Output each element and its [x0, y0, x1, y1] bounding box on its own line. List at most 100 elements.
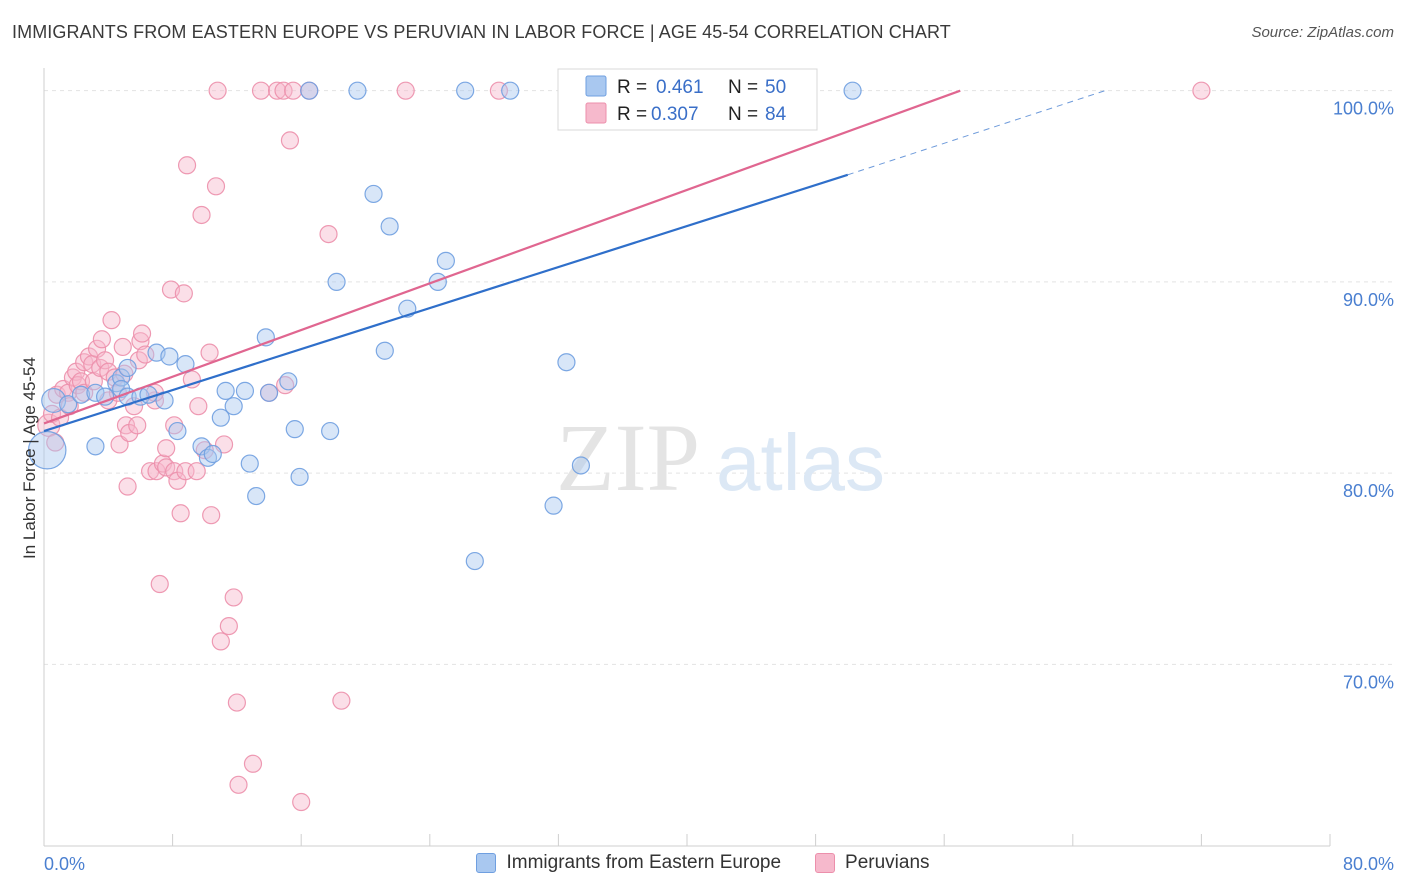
legend-n-label-pink: N = — [728, 104, 758, 125]
data-point-eastern-europe — [118, 358, 137, 378]
data-point-eastern-europe — [348, 81, 367, 100]
data-point-eastern-europe — [456, 81, 475, 100]
data-point-eastern-europe — [364, 184, 383, 204]
data-point-eastern-europe — [380, 217, 399, 236]
bottom-legend-swatch-pink — [815, 853, 836, 873]
watermark-atlas: atlas — [716, 418, 885, 507]
data-point-peruvians — [224, 588, 243, 607]
data-point-peruvians — [187, 462, 206, 481]
data-point-eastern-europe — [375, 341, 394, 360]
data-point-eastern-europe — [216, 381, 235, 400]
data-point-peruvians — [332, 691, 351, 710]
trend-lines — [43, 89, 1106, 433]
data-point-eastern-europe — [428, 272, 447, 292]
bottom-legend-item-eastern-europe: Immigrants from Eastern Europe — [476, 852, 781, 874]
data-point-peruvians — [71, 372, 91, 391]
data-point-eastern-europe — [203, 444, 222, 464]
data-point-peruvians — [136, 345, 155, 364]
data-point-peruvians — [92, 330, 111, 349]
data-point-peruvians — [118, 477, 137, 496]
data-point-eastern-europe — [235, 381, 255, 400]
data-point-peruvians — [396, 81, 415, 100]
bottom-legend: Immigrants from Eastern Europe Peruvians — [0, 848, 1406, 878]
y-tick-label: 70.0% — [1343, 672, 1394, 692]
data-point-peruvians — [102, 311, 121, 330]
data-point-eastern-europe — [321, 421, 340, 441]
data-point-eastern-europe — [501, 81, 520, 100]
trend-line-eastern-europe-extension — [847, 90, 1106, 176]
data-point-peruvians — [280, 131, 300, 150]
chart-title: IMMIGRANTS FROM EASTERN EUROPE VS PERUVI… — [12, 22, 951, 42]
legend-n-value-pink: 84 — [765, 104, 787, 125]
data-point-eastern-europe — [436, 251, 455, 270]
trend-line-eastern-europe — [43, 173, 849, 433]
data-point-eastern-europe — [59, 395, 78, 414]
data-point-peruvians — [243, 754, 263, 773]
axes — [43, 68, 1331, 847]
data-point-eastern-europe — [279, 372, 298, 391]
data-point-peruvians — [189, 397, 208, 416]
y-tick-label: 80.0% — [1343, 481, 1394, 501]
data-point-peruvians — [292, 792, 311, 812]
legend: R = 0.461 N = 50 R = 0.307 N = 84 — [557, 68, 818, 131]
y-tick-label: 100.0% — [1333, 99, 1394, 119]
data-point-peruvians — [219, 616, 238, 636]
data-point-peruvians — [171, 504, 190, 523]
legend-r-value-pink: 0.307 — [651, 104, 699, 125]
data-point-eastern-europe — [86, 383, 105, 402]
series-peruvians — [37, 81, 1211, 812]
source-label: Source: ZipAtlas.com — [1251, 24, 1394, 41]
bottom-legend-item-peruvians: Peruvians — [815, 852, 930, 874]
data-point-eastern-europe — [571, 456, 591, 475]
trend-line-peruvians — [43, 89, 961, 425]
data-point-eastern-europe — [107, 374, 126, 393]
data-point-eastern-europe — [247, 486, 266, 506]
x-tick-label: 0.0% — [44, 854, 85, 874]
data-point-peruvians — [192, 205, 211, 225]
y-axis-label: In Labor Force | Age 45-54 — [20, 357, 39, 559]
data-point-peruvians — [267, 81, 287, 100]
y-tick-label: 90.0% — [1343, 290, 1394, 310]
data-point-eastern-europe — [259, 383, 279, 402]
data-point-peruvians — [211, 632, 230, 651]
x-tick-labels: 0.0% 80.0% — [44, 854, 1394, 874]
bottom-legend-label: Immigrants from Eastern Europe — [506, 852, 782, 873]
legend-swatch-pink — [585, 102, 607, 124]
data-point-eastern-europe — [465, 551, 484, 571]
data-point-peruvians — [113, 337, 132, 357]
data-point-eastern-europe — [290, 467, 309, 487]
data-point-peruvians — [165, 416, 184, 435]
data-point-peruvians — [150, 574, 169, 594]
data-point-peruvians — [319, 224, 338, 244]
data-point-peruvians — [174, 284, 193, 303]
gridlines — [44, 90, 1395, 665]
data-point-eastern-europe — [240, 454, 259, 473]
data-point-peruvians — [131, 332, 150, 351]
legend-n-label-blue: N = — [728, 77, 758, 98]
data-point-peruvians — [177, 156, 197, 175]
data-point-eastern-europe — [544, 496, 563, 515]
data-point-peruvians — [229, 775, 248, 794]
data-point-eastern-europe — [300, 81, 319, 100]
data-point-eastern-europe — [160, 347, 179, 366]
data-point-peruvians — [157, 439, 176, 458]
data-point-eastern-europe — [95, 387, 115, 406]
data-point-peruvians — [208, 81, 227, 100]
data-point-peruvians — [274, 81, 293, 100]
legend-r-label-pink: R = — [617, 104, 647, 125]
series-eastern-europe — [27, 81, 862, 571]
bottom-legend-swatch-blue — [476, 853, 497, 873]
data-point-peruvians — [95, 351, 115, 370]
data-point-peruvians — [206, 177, 226, 196]
data-point-eastern-europe — [211, 408, 230, 427]
data-point-eastern-europe — [168, 421, 187, 441]
data-point-eastern-europe — [285, 420, 304, 439]
data-point-peruvians — [128, 416, 147, 435]
y-tick-labels: 100.0% 90.0% 80.0% 70.0% — [1333, 99, 1394, 693]
data-point-eastern-europe — [86, 437, 105, 456]
data-point-peruvians — [251, 81, 271, 100]
data-point-eastern-europe — [327, 272, 346, 292]
data-point-eastern-europe — [557, 353, 576, 372]
data-point-eastern-europe — [71, 385, 91, 404]
